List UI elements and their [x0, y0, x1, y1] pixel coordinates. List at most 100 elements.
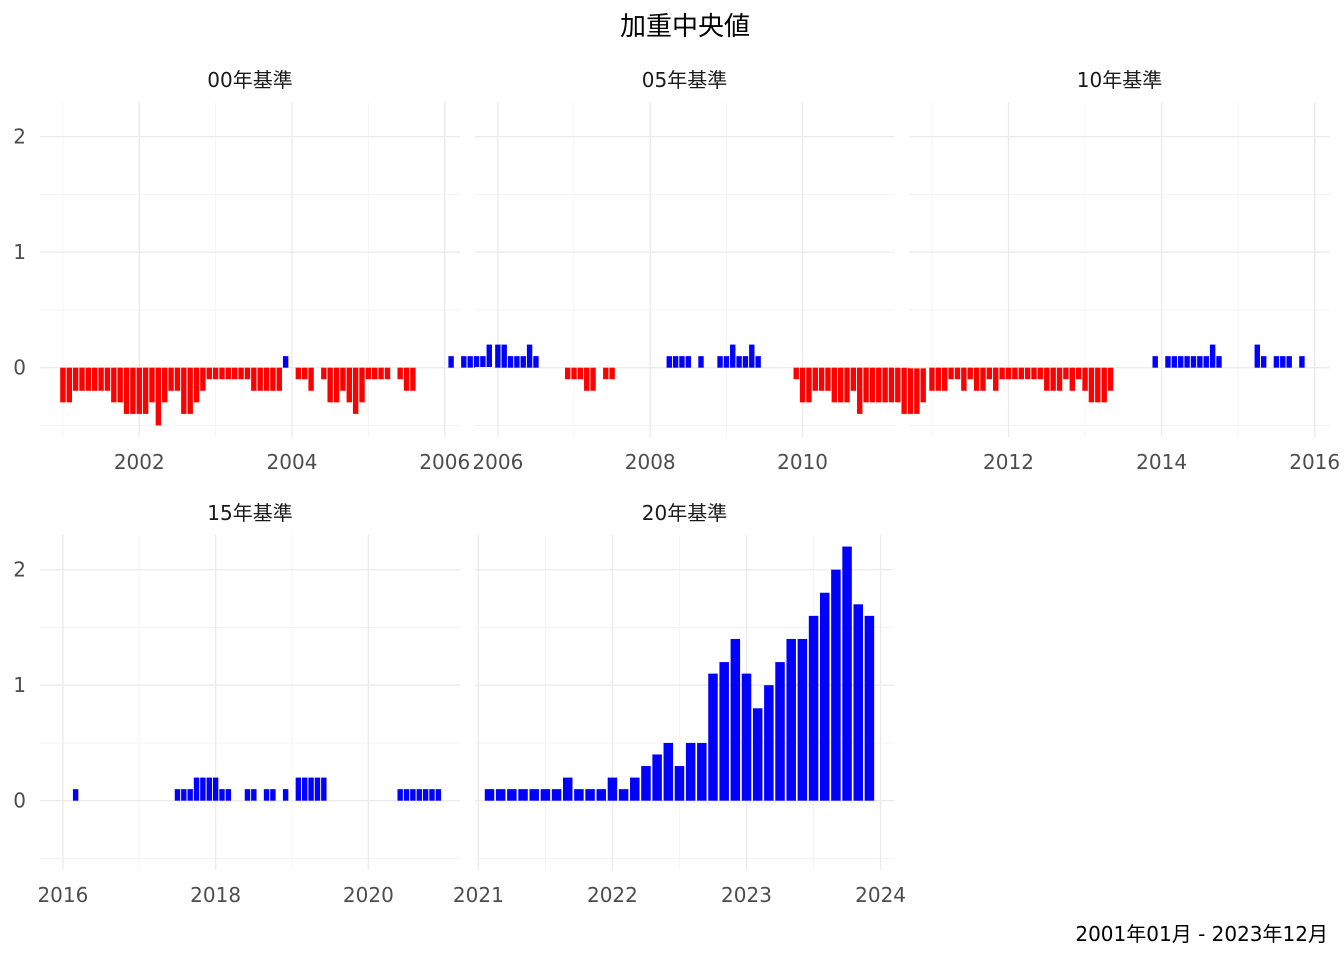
bar [1082, 367, 1088, 391]
bar [263, 367, 270, 391]
bar [1286, 356, 1292, 368]
bar [1012, 367, 1018, 380]
bar [609, 367, 615, 380]
bar [679, 356, 685, 368]
bar [935, 367, 942, 391]
bar [327, 367, 333, 403]
bar [825, 367, 831, 391]
bar [888, 367, 895, 403]
bar [263, 789, 270, 801]
bar [1152, 356, 1158, 368]
bar [359, 367, 365, 403]
bar [1018, 367, 1024, 380]
bar [1095, 367, 1101, 403]
bar [193, 367, 200, 403]
bar [518, 789, 528, 801]
bar [495, 344, 501, 368]
bar [585, 789, 595, 801]
bar [162, 367, 168, 403]
bar [495, 789, 506, 801]
bar [168, 367, 174, 391]
bar [1209, 344, 1216, 368]
bar [212, 777, 219, 801]
bar [244, 789, 251, 801]
bar [397, 789, 403, 801]
bar [155, 367, 162, 426]
bar [484, 789, 495, 801]
bar [882, 367, 888, 403]
x-tick-label: 2004 [267, 450, 318, 474]
bar [533, 356, 539, 368]
x-tick-label: 2023 [721, 883, 772, 907]
bar [251, 789, 257, 801]
x-tick-label: 2021 [453, 883, 504, 907]
panel-5: 20年基準 2021 2022 2023 2024 [453, 501, 906, 907]
panel-3: 10年基準 2012 2014 2016 [909, 68, 1340, 474]
bar [812, 367, 818, 391]
x-tick-label: 2018 [190, 883, 241, 907]
bar [232, 367, 238, 380]
bar [1260, 356, 1267, 368]
bar [244, 367, 251, 380]
bar [663, 742, 674, 801]
bar [467, 356, 473, 368]
bar [1216, 356, 1222, 368]
bar [212, 367, 219, 380]
bar [200, 777, 206, 801]
x-tick-label: 2006 [472, 450, 523, 474]
bar [365, 367, 372, 380]
bar [1171, 356, 1178, 368]
facet-label: 15年基準 [207, 501, 292, 525]
bar [901, 367, 907, 414]
bar [730, 344, 736, 368]
bar [864, 615, 875, 801]
bar [1107, 367, 1114, 391]
bar [1273, 356, 1280, 368]
bar [1165, 356, 1171, 368]
bar [837, 367, 844, 403]
bar [577, 367, 584, 380]
bar [282, 789, 289, 801]
bar [480, 356, 486, 368]
bar [797, 638, 808, 801]
bar [397, 367, 403, 380]
bar [520, 356, 526, 368]
bar [352, 367, 359, 414]
bar [461, 356, 467, 368]
bar [723, 356, 730, 368]
bar [775, 662, 785, 801]
bar [1069, 367, 1076, 391]
bar [685, 356, 692, 368]
bar [590, 367, 596, 391]
bar [574, 789, 584, 801]
bar [741, 673, 752, 801]
bar [295, 777, 302, 801]
x-tick-label: 2006 [419, 450, 470, 474]
bar [282, 356, 289, 368]
bar [1299, 356, 1305, 368]
bar [187, 789, 193, 801]
bar [793, 367, 799, 380]
bar [973, 367, 980, 391]
bar [844, 367, 850, 403]
bar [596, 789, 607, 801]
bar [993, 367, 999, 391]
bar [914, 367, 920, 414]
bar [719, 662, 729, 801]
bar [920, 367, 926, 403]
bar [1063, 367, 1069, 380]
bar [1075, 367, 1082, 380]
bar [403, 367, 410, 391]
bar [403, 789, 410, 801]
bar [321, 367, 327, 380]
bar [831, 367, 838, 403]
bar [104, 367, 111, 391]
x-tick-label: 2002 [114, 450, 165, 474]
bar [181, 789, 187, 801]
bar [276, 367, 282, 391]
bar [652, 754, 662, 801]
bar [907, 367, 914, 414]
bar [857, 367, 863, 414]
bar [869, 367, 876, 403]
